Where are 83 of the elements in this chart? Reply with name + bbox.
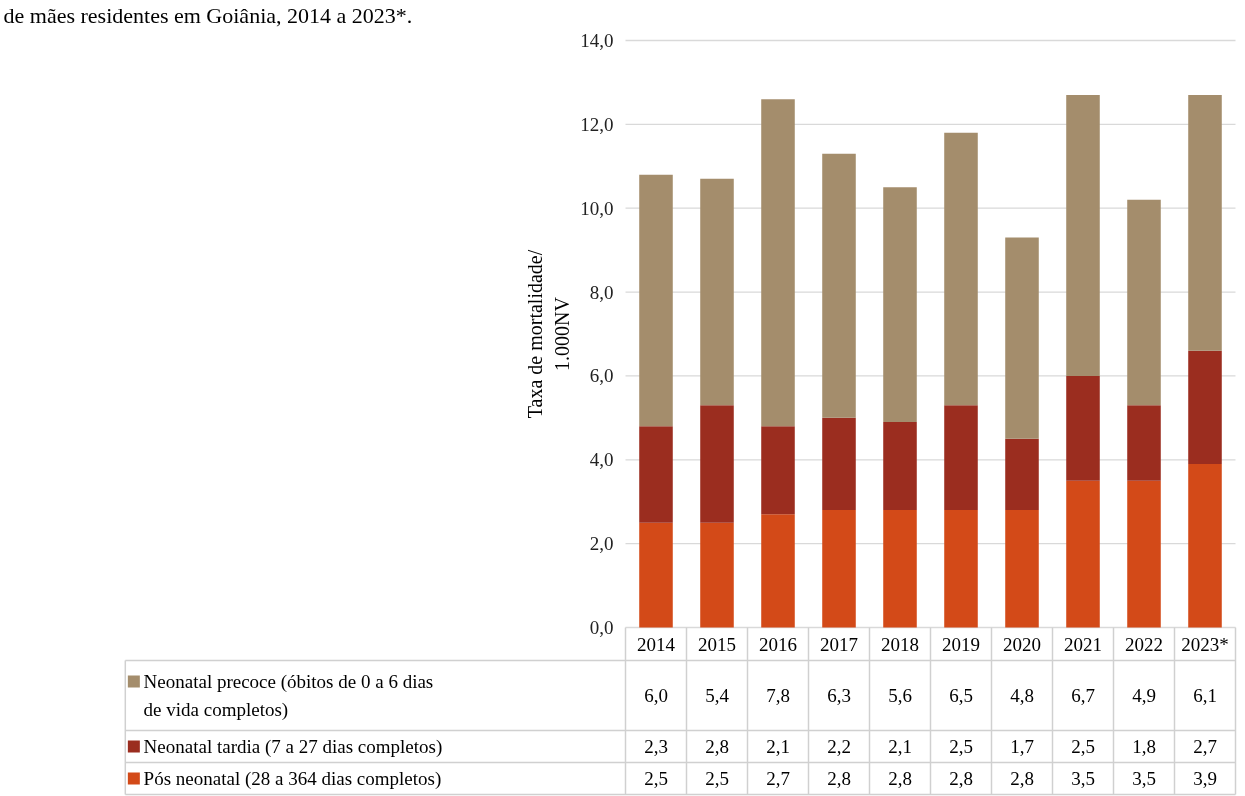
data-label: 2,8 [1010, 768, 1034, 789]
bar [1005, 237, 1039, 439]
legend-label: Neonatal tardia (7 a 27 dias completos) [143, 736, 443, 758]
y-tick-label: 8,0 [589, 281, 614, 303]
bar [822, 510, 856, 628]
data-label: 1,7 [1010, 736, 1034, 757]
data-label: 2,8 [827, 768, 851, 789]
data-label: 2,1 [888, 736, 912, 757]
data-label: 5,4 [705, 685, 730, 706]
bar [700, 405, 734, 523]
text: de mães residentes em Goiânia, 2014 a 2023*. [3, 2, 413, 28]
x-tick-label: 2017 [820, 633, 858, 655]
y-tick-label: 12,0 [580, 113, 614, 135]
bar [944, 132, 978, 406]
data-label: 1,8 [1132, 736, 1156, 757]
data-label: 2,5 [644, 768, 668, 789]
x-tick-label: 2018 [881, 633, 919, 655]
bar [1188, 350, 1222, 464]
y-tick-label: 10,0 [580, 197, 614, 219]
bar [700, 522, 734, 628]
data-label: 2,1 [766, 736, 790, 757]
data-label: 2,5 [949, 736, 973, 757]
bar [639, 522, 673, 628]
bar [1127, 405, 1161, 481]
bar [944, 405, 978, 511]
bar [761, 426, 795, 515]
data-label: 3,9 [1193, 768, 1217, 789]
bar [700, 178, 734, 406]
y-axis-title: Taxa de mortalidade/ 1.000NV [524, 249, 573, 419]
bar [822, 417, 856, 511]
data-label: 2,5 [1071, 736, 1095, 757]
x-tick-label: 2016 [759, 633, 797, 655]
bar [944, 510, 978, 628]
x-tick-label: 2015 [698, 633, 736, 655]
x-tick-label: 2023* [1181, 633, 1229, 655]
data-label: 2,5 [705, 768, 729, 789]
y-tick-label: 0,0 [589, 617, 614, 638]
data-label: 2,8 [705, 736, 729, 757]
data-label: 6,1 [1193, 685, 1217, 706]
data-label: 5,6 [888, 685, 912, 706]
x-tick-label: 2019 [942, 633, 980, 655]
bar [639, 426, 673, 523]
bar [1127, 199, 1161, 406]
x-tick-label: 2020 [1003, 633, 1041, 655]
legend-label: Neonatal precoce (óbitos de 0 a 6 dias de vida completos) [143, 671, 434, 721]
x-tick-label: 2022 [1125, 633, 1163, 655]
data-label: 6,0 [644, 685, 668, 706]
bar [639, 174, 673, 427]
data-label: 2,8 [949, 768, 973, 789]
bar [1066, 375, 1100, 481]
bar [822, 153, 856, 418]
bar [1005, 438, 1039, 511]
legend-label: Pós neonatal (28 a 364 dias completos) [143, 768, 442, 790]
bar [761, 514, 795, 628]
bar [1066, 480, 1100, 628]
data-label: 2,3 [644, 736, 668, 757]
bar [883, 422, 917, 511]
bar [761, 99, 795, 427]
data-label: 2,7 [766, 768, 790, 789]
data-label: 3,5 [1071, 768, 1095, 789]
bar [1188, 95, 1222, 351]
data-label: 6,5 [949, 685, 973, 706]
x-tick-label: 2014 [637, 633, 676, 655]
data-label: 2,8 [888, 768, 912, 789]
data-label: 2,2 [827, 736, 851, 757]
bar [1127, 480, 1161, 628]
data-label: 2,7 [1193, 736, 1217, 757]
data-label: 6,3 [827, 685, 851, 706]
data-label: 4,9 [1132, 685, 1156, 706]
bar [1188, 463, 1222, 628]
bar [1066, 95, 1100, 376]
data-label: 3,5 [1132, 768, 1156, 789]
x-tick-label: 2021 [1064, 633, 1102, 655]
y-tick-label: 6,0 [589, 365, 614, 387]
data-label: 7,8 [766, 685, 790, 706]
y-tick-label: 2,0 [589, 533, 614, 555]
bar [883, 187, 917, 423]
y-tick-label: 14,0 [580, 30, 614, 51]
bar [883, 510, 917, 628]
data-label: 4,8 [1010, 685, 1034, 706]
y-tick-label: 4,0 [589, 449, 614, 471]
data-label: 6,7 [1071, 685, 1095, 706]
bar [1005, 510, 1039, 628]
